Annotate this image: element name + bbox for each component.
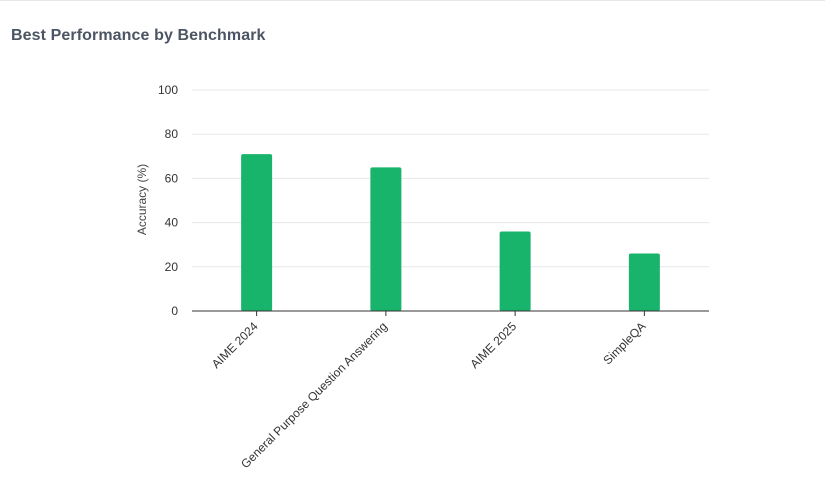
x-tick-label: AIME 2024 <box>209 319 261 371</box>
y-tick-label: 60 <box>165 171 179 185</box>
y-tick-label: 20 <box>165 260 179 274</box>
y-tick-label: 100 <box>158 83 178 97</box>
y-tick-label: 80 <box>165 127 179 141</box>
bar[interactable] <box>370 167 402 311</box>
gridlines <box>192 89 709 268</box>
bars <box>241 154 660 311</box>
x-tick-label: SimpleQA <box>600 319 648 367</box>
chart-title: Best Performance by Benchmark <box>11 27 266 44</box>
y-tick-label: 0 <box>171 304 178 318</box>
x-tick-label: General Purpose Question Answering <box>238 319 390 471</box>
bar[interactable] <box>628 253 660 311</box>
bar[interactable] <box>241 154 273 311</box>
y-axis-ticks: 0 20 40 60 80 100 <box>158 83 178 318</box>
y-axis-title: Accuracy (%) <box>135 164 149 235</box>
y-tick-label: 40 <box>165 216 179 230</box>
bar[interactable] <box>499 231 531 311</box>
x-tick-label: AIME 2025 <box>467 319 519 371</box>
